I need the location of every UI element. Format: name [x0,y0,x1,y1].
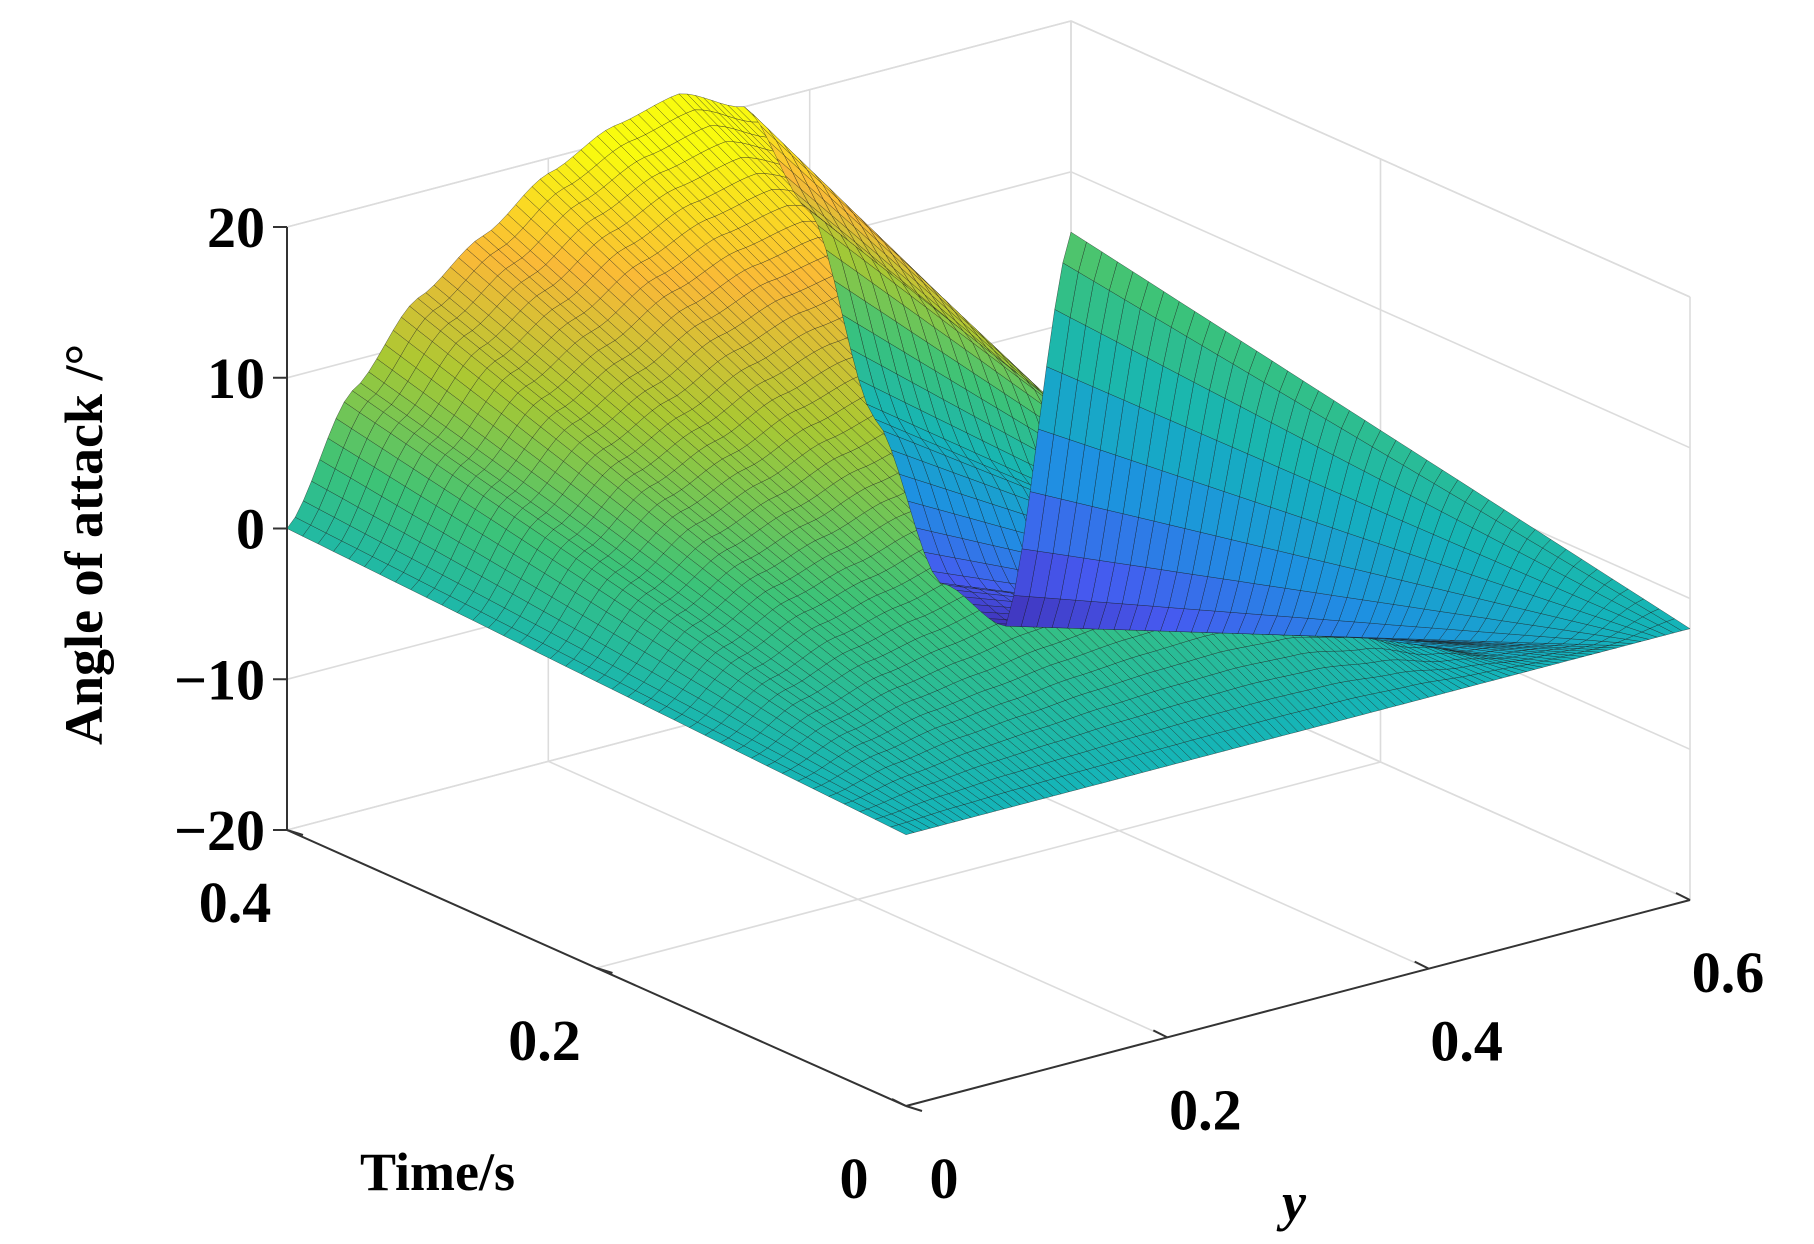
surface-strip [498,213,1127,780]
surface-strip [1054,262,1683,634]
surface-strip [458,248,1087,790]
y-axis-line [905,899,1691,1107]
angle-axis-title: Angle of attack /° [54,344,114,745]
surface-strip [351,382,981,818]
surface-strip [539,173,1168,769]
y-tick-mark [1152,1029,1168,1039]
surface-strip [474,235,1103,786]
surface-strip [515,194,1144,775]
time-tick-mark [596,967,613,974]
surface-strip [376,344,1005,812]
surface-strip [360,371,989,816]
y-tick-mark [1414,960,1430,970]
y-tick-label: 0.6 [1692,940,1765,1005]
surface [286,93,1691,835]
time-tick-mark [905,1105,923,1112]
angle-tick-label: 20 [207,195,265,260]
surface-strip [1046,309,1675,636]
surface-strip [286,516,915,835]
surface-strip [392,316,1021,808]
surface-strip [409,297,1038,803]
surface-strip [449,257,1078,792]
grid-line-time [596,159,1382,969]
surface-strip [327,418,956,825]
angle-tick-label: −20 [174,798,265,863]
surface-strip [1062,231,1691,632]
surface-strip [343,390,972,820]
time-tick-mark [286,829,304,836]
surface-strip [335,401,964,823]
time-tick-label: 0 [840,1146,869,1211]
y-tick-mark [1675,892,1691,901]
surface-strip [1021,491,1650,642]
axes [273,226,1691,1112]
surface-strip [507,204,1136,777]
time-axis-title: Time/s [360,1142,515,1202]
surface-strip [425,284,1054,799]
surface-strip [311,459,940,829]
surface-strip [523,186,1152,773]
surface-strip [400,305,1029,805]
angle-tick-label: 10 [207,346,265,411]
surface-patch [1062,231,1087,273]
angle-tick-label: −10 [174,647,265,712]
surface-strip [1029,428,1659,640]
surface-strip [417,292,1046,801]
tick-labels: −20 −10 0 10 20 0 0.2 0.4 0 0.2 0.4 0.6 [174,195,1764,1211]
box-edge-top-right [1070,20,1691,298]
surface-strip [303,480,932,831]
y-axis-title: y [1276,1172,1307,1232]
surface-strip [490,222,1119,782]
surface-strip [384,329,1013,810]
time-tick-label: 0.2 [508,1008,581,1073]
surface-strip [368,358,997,814]
y-tick-label: 0.2 [1169,1077,1242,1142]
y-tick-label: 0 [930,1146,959,1211]
surface-strip [1038,366,1667,638]
surface-strip [466,241,1095,788]
surface-strip [294,500,923,833]
time-tick-label: 0.4 [199,870,272,935]
surface-strip [1005,595,1633,647]
surface-strip [433,276,1062,797]
y-tick-mark [891,1098,907,1107]
y-tick-label: 0.4 [1430,1009,1503,1074]
angle-tick-label: 0 [236,497,265,562]
